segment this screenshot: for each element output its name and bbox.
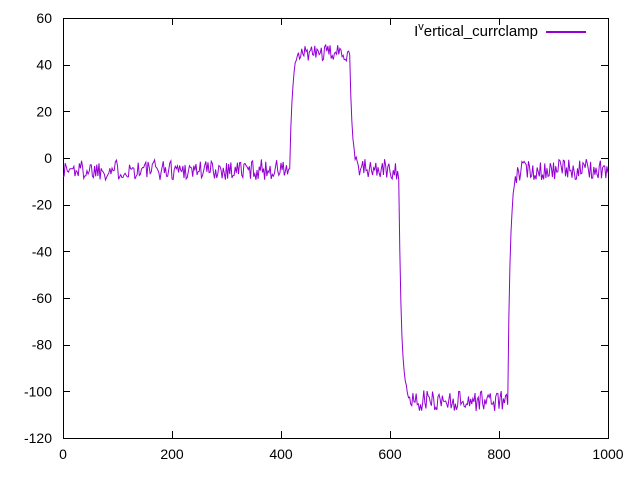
- y-tick-label: -120: [24, 430, 52, 446]
- legend-label: Ivertical_currclamp: [414, 21, 538, 41]
- legend: Ivertical_currclamp: [414, 21, 586, 41]
- x-tick-label: 800: [487, 446, 511, 462]
- series-line: [62, 43, 609, 412]
- legend-label-prefix: I: [414, 23, 419, 40]
- x-tick-label: 1000: [592, 446, 623, 462]
- legend-label-rest: ertical_currclamp: [423, 23, 538, 40]
- x-tick-label: 600: [378, 446, 402, 462]
- y-tick-label: 60: [36, 10, 52, 26]
- y-tick-label: -60: [32, 290, 52, 306]
- y-tick-label: 40: [36, 57, 52, 73]
- legend-label-superscript: v: [418, 21, 424, 33]
- y-tick-label: 0: [44, 150, 52, 166]
- axis-tick-labels: 0 200 400 600 800 10006040200-20-40-60-80-100…: [24, 10, 624, 462]
- x-tick-label: 0: [59, 446, 67, 462]
- x-tick-label: 400: [269, 446, 293, 462]
- axis-ticks: [63, 18, 609, 439]
- y-tick-label: 20: [36, 103, 52, 119]
- plot-border: [63, 18, 609, 439]
- y-tick-label: -20: [32, 197, 52, 213]
- y-tick-label: -40: [32, 243, 52, 259]
- legend-line-sample: [546, 30, 586, 33]
- x-tick-label: 200: [160, 446, 184, 462]
- y-tick-label: -100: [24, 383, 52, 399]
- y-tick-label: -80: [32, 337, 52, 353]
